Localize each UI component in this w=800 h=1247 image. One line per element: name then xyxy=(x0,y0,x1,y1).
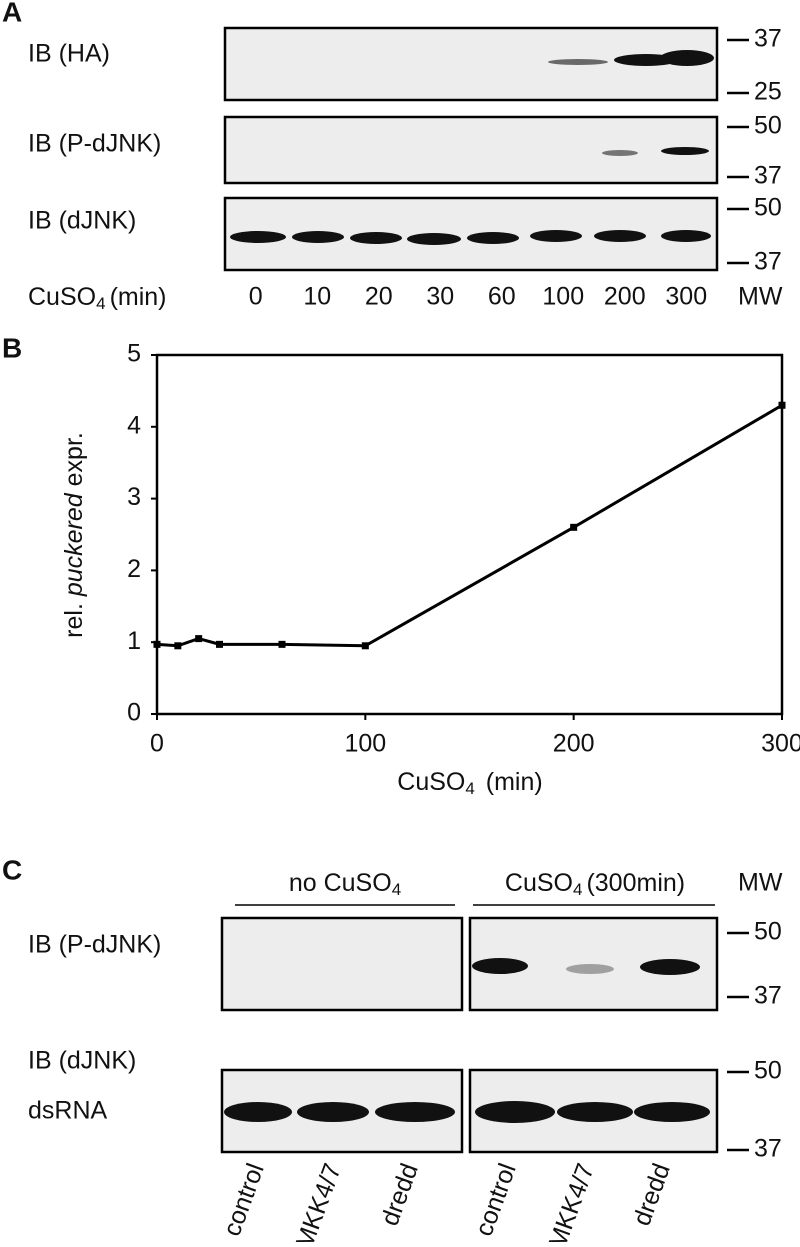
band xyxy=(602,150,638,156)
blot-c-p-left xyxy=(220,916,464,1012)
lane-label: 0 xyxy=(249,283,263,311)
y-tick-label: 3 xyxy=(127,483,141,511)
point xyxy=(278,640,286,648)
point xyxy=(778,401,786,409)
mw-label: 50 xyxy=(754,194,782,222)
lane-label: dredd xyxy=(628,1160,676,1230)
plot-frame xyxy=(155,353,784,716)
text-part: (300min) xyxy=(586,869,685,897)
x-tick-label: 200 xyxy=(553,730,595,758)
row-label: IB (P-dJNK) xyxy=(28,130,161,158)
text-part: CuSO xyxy=(505,869,573,897)
mw-label: 37 xyxy=(754,25,782,53)
point xyxy=(174,642,182,650)
mw-label: 37 xyxy=(754,162,782,190)
y-tick-label: 2 xyxy=(127,555,141,583)
x-tick-label: 0 xyxy=(150,730,164,758)
y-tick-label: 1 xyxy=(127,627,141,655)
panel-letter: C xyxy=(2,854,22,885)
point xyxy=(153,640,161,648)
mw-label: 37 xyxy=(754,248,782,276)
lane-label: dredd xyxy=(376,1160,424,1230)
line xyxy=(156,403,783,648)
x-axis-label: CuSO4 (min) xyxy=(397,768,542,799)
mw-label: 50 xyxy=(754,918,782,946)
point xyxy=(361,642,369,650)
band xyxy=(660,50,714,66)
lane-label: 30 xyxy=(426,283,454,311)
x-tick-label: 100 xyxy=(344,730,386,758)
blot-p-djnk xyxy=(223,115,719,185)
text-part: expr. xyxy=(60,432,88,493)
y-tick-label: 0 xyxy=(127,699,141,727)
row-label: IB (dJNK) xyxy=(28,207,136,235)
row-label: IB (HA) xyxy=(28,40,110,68)
lane-label: control xyxy=(470,1160,522,1240)
panel-letter: A xyxy=(2,0,22,27)
text-part: (min) xyxy=(479,768,543,796)
band xyxy=(548,59,608,65)
lane-label: control xyxy=(218,1160,270,1240)
subscript: 4 xyxy=(96,294,105,313)
lane-label: 60 xyxy=(488,283,516,311)
point xyxy=(570,523,578,531)
lane-label: 20 xyxy=(365,283,393,311)
subscript: 4 xyxy=(465,779,474,798)
mw-label: 25 xyxy=(754,78,782,106)
lane-label: 100 xyxy=(542,283,584,311)
mw-label: 37 xyxy=(754,1135,782,1163)
row-label: IB (dJNK) xyxy=(28,1047,136,1075)
band xyxy=(472,958,528,974)
band xyxy=(640,959,700,975)
band xyxy=(566,964,614,974)
text-part: CuSO xyxy=(397,768,465,796)
text-part: CuSO xyxy=(28,283,96,311)
text-part: (min) xyxy=(110,283,167,311)
x-tick-label: 300 xyxy=(761,730,800,758)
lane-label: dMKK4/7 xyxy=(538,1160,599,1242)
band xyxy=(661,147,709,155)
bands-djnk xyxy=(230,230,711,245)
text-part: no CuSO xyxy=(289,869,392,897)
group-header: no CuSO4 xyxy=(289,869,401,900)
subscript: 4 xyxy=(392,880,401,899)
subscript: 4 xyxy=(573,880,582,899)
mw-label: 50 xyxy=(754,1057,782,1085)
point xyxy=(216,640,223,648)
y-tick-label: 5 xyxy=(127,340,141,368)
lane-label: 300 xyxy=(665,283,707,311)
mw-header: MW xyxy=(738,869,783,897)
y-tick-label: 4 xyxy=(127,411,141,439)
point xyxy=(195,635,203,643)
row-label: dsRNA xyxy=(28,1097,108,1125)
mw-label: 37 xyxy=(754,982,782,1010)
text-part: rel. xyxy=(60,596,88,638)
y-axis-label: rel. puckered expr. xyxy=(60,432,88,638)
treatment-label: CuSO4 (min) xyxy=(28,283,167,314)
bands-c-djnk xyxy=(224,1101,710,1123)
panel-letter: B xyxy=(2,332,22,363)
mw-header: MW xyxy=(738,283,783,311)
lane-label: 10 xyxy=(303,283,331,311)
lane-label: 200 xyxy=(604,283,646,311)
group-header: CuSO4 (300min) xyxy=(505,869,685,900)
text-part: puckered xyxy=(60,492,88,597)
mw-label: 50 xyxy=(754,112,782,140)
row-label: IB (P-dJNK) xyxy=(28,931,161,959)
lane-label: dMKK4/7 xyxy=(285,1160,346,1242)
